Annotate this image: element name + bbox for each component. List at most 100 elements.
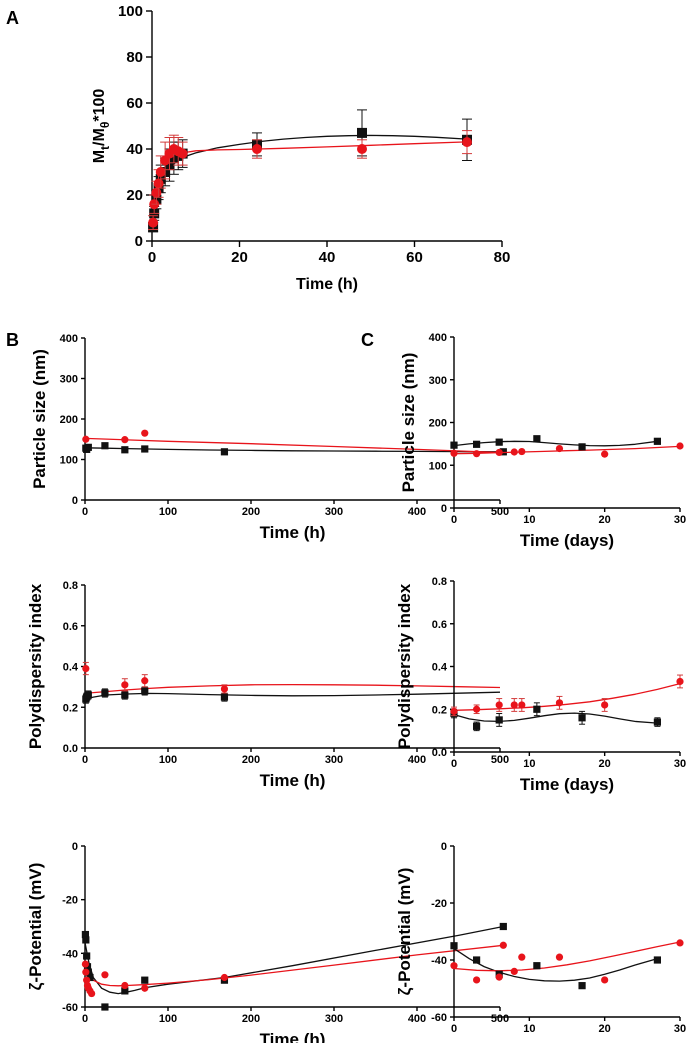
y-tick-label: 100 (429, 460, 447, 472)
y-tick-label: 0 (441, 841, 447, 853)
data-point-red (499, 941, 507, 949)
data-point-black (101, 1003, 109, 1011)
y-tick-label: 40 (126, 141, 143, 158)
fit-curve-black (453, 948, 658, 982)
x-tick-label: 20 (231, 249, 248, 266)
data-point-red (177, 148, 188, 159)
data-point-black (121, 446, 129, 454)
x-tick-label: 100 (159, 754, 177, 766)
chart-b3: 0 100 200 300 400 500 -60 -40 -20 0 Time (h) ζ-Pote… (26, 841, 509, 1043)
data-point-black (101, 442, 109, 450)
data-point-red (141, 677, 149, 685)
data-point-red (676, 442, 684, 450)
x-tick-label: 500 (491, 754, 509, 766)
data-point-red (101, 971, 109, 979)
x-tick-label: 40 (319, 249, 336, 266)
y-tick-label: 0 (72, 495, 78, 507)
y-tick-label: 200 (429, 418, 447, 430)
data-point-black (450, 942, 458, 950)
chart-b2: 0 100 200 300 400 500 0.0 0.2 0.4 0.6 0.8 Time (h) P… (26, 580, 509, 790)
x-tick-label: 0 (451, 1023, 457, 1035)
fit-curve-red (453, 682, 681, 711)
y-tick-label: -60 (431, 1012, 447, 1024)
data-point-red (357, 144, 367, 154)
fit-curve-black (84, 691, 501, 700)
panel-label-a: A (6, 8, 19, 28)
data-point-red (121, 681, 129, 689)
y-axis-title-b1: Particle size (nm) (30, 349, 49, 489)
fit-curve-red (453, 941, 681, 972)
data-point-black (653, 437, 661, 445)
data-point-red (151, 187, 162, 198)
chart-b1: 0 100 200 300 400 500 0 100 200 300 400 Time (h) Par… (30, 333, 509, 542)
y-tick-label: 100 (118, 3, 143, 20)
data-point-red (473, 450, 481, 458)
x-tick-label: 10 (523, 514, 535, 526)
y-axis-title-c2: Polydispersity index (395, 583, 414, 749)
y-tick-label: 0.8 (432, 576, 447, 588)
chart-c2: 0 10 20 30 0.0 0.2 0.4 0.6 0.8 Time (days) Polydis… (395, 576, 686, 794)
data-point-black (84, 691, 92, 699)
x-axis-title-b1: Time (h) (260, 523, 326, 542)
data-point-black (499, 448, 507, 456)
data-point-red (518, 953, 526, 961)
data-point-red (495, 973, 503, 981)
data-point-black (121, 691, 129, 699)
data-point-red (220, 685, 229, 693)
data-point-red (510, 967, 518, 976)
x-tick-label: 80 (494, 249, 511, 266)
y-tick-label: 300 (60, 374, 78, 386)
x-axis-title-c3: Time (days) (520, 1040, 614, 1043)
x-tick-label: 0 (451, 758, 457, 770)
data-point-black (473, 956, 481, 964)
data-point-red (676, 939, 684, 947)
data-point-black (83, 952, 91, 960)
x-axis-title-b2: Time (h) (260, 771, 326, 790)
y-tick-label: 0.4 (63, 662, 79, 674)
data-point-black (578, 982, 586, 990)
data-point-red (148, 217, 159, 228)
x-tick-label: 100 (159, 506, 177, 518)
x-tick-label: 20 (599, 758, 611, 770)
x-tick-label: 200 (242, 754, 260, 766)
x-tick-label: 400 (408, 1013, 426, 1025)
fit-curve-red (84, 683, 501, 694)
data-point-black (101, 689, 109, 697)
data-point-red (141, 984, 149, 992)
x-axis-title-c1: Time (days) (520, 531, 614, 550)
data-point-black (141, 445, 149, 453)
data-point-black (653, 718, 661, 726)
data-point-red (450, 962, 458, 970)
y-tick-label: 0 (135, 233, 143, 250)
y-tick-label: 300 (429, 375, 447, 387)
x-tick-label: 0 (148, 249, 156, 266)
y-tick-label: 0.8 (63, 580, 78, 592)
data-point-red (121, 981, 129, 990)
x-tick-label: 60 (406, 249, 423, 266)
data-point-black (141, 976, 149, 984)
y-tick-label: 0.4 (432, 662, 448, 674)
y-tick-label: -40 (431, 955, 447, 967)
data-point-red (510, 448, 518, 456)
data-point-black (450, 441, 458, 449)
fit-curve-black (453, 440, 658, 447)
fit-curve-red (151, 141, 468, 228)
x-tick-label: 20 (599, 514, 611, 526)
y-tick-label: 0.2 (432, 704, 447, 716)
x-tick-label: 500 (491, 506, 509, 518)
data-point-black (81, 930, 90, 939)
data-point-red (252, 144, 262, 154)
y-tick-label: 0.0 (432, 747, 447, 759)
x-tick-label: 0 (82, 506, 88, 518)
data-point-black (533, 705, 541, 713)
data-point-black (533, 962, 541, 970)
data-point-black (578, 443, 586, 451)
x-axis-title-b3: Time (h) (260, 1030, 326, 1043)
fit-curve-red (84, 437, 504, 454)
data-point-red (495, 448, 503, 457)
data-point-red (82, 435, 90, 443)
data-point-red (555, 444, 564, 453)
data-point-red (220, 973, 229, 982)
x-tick-label: 200 (242, 506, 260, 518)
